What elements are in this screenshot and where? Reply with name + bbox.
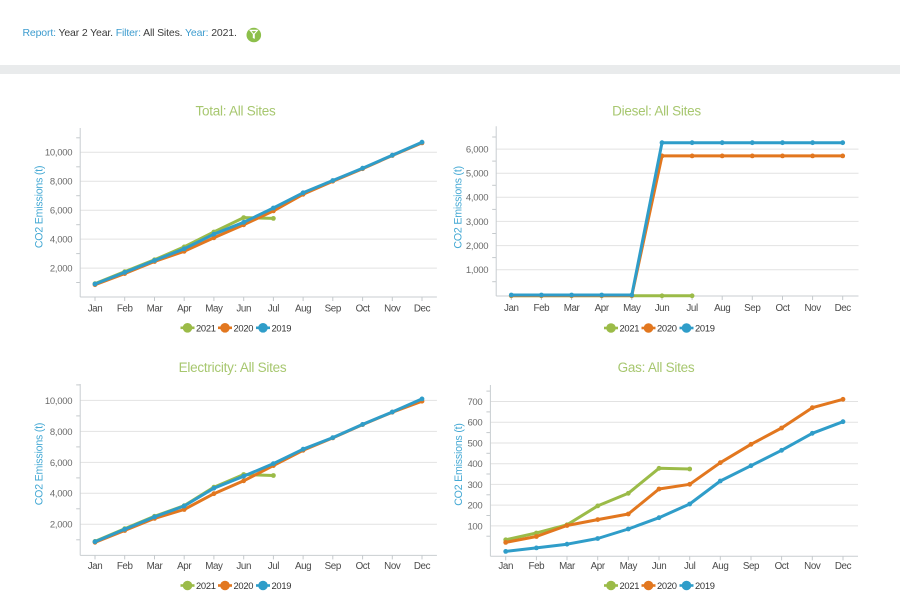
svg-text:Mar: Mar bbox=[564, 303, 581, 314]
svg-text:Jan: Jan bbox=[498, 561, 513, 572]
svg-text:2020: 2020 bbox=[657, 580, 677, 591]
svg-text:Nov: Nov bbox=[384, 561, 401, 572]
svg-text:Total: All Sites: Total: All Sites bbox=[195, 103, 276, 118]
svg-text:Apr: Apr bbox=[177, 304, 192, 315]
svg-text:3,000: 3,000 bbox=[466, 217, 488, 228]
svg-text:700: 700 bbox=[467, 397, 482, 408]
svg-text:2021: 2021 bbox=[620, 580, 640, 591]
svg-text:Jul: Jul bbox=[684, 561, 696, 572]
svg-text:5,000: 5,000 bbox=[466, 169, 488, 180]
svg-text:100: 100 bbox=[467, 521, 482, 532]
svg-text:2,000: 2,000 bbox=[466, 241, 488, 252]
svg-text:Jan: Jan bbox=[504, 303, 519, 314]
svg-text:500: 500 bbox=[467, 438, 482, 449]
svg-text:Sep: Sep bbox=[743, 561, 760, 572]
svg-text:2019: 2019 bbox=[695, 580, 715, 591]
svg-text:May: May bbox=[205, 304, 223, 315]
svg-text:Oct: Oct bbox=[775, 561, 790, 572]
svg-text:2020: 2020 bbox=[657, 323, 677, 334]
svg-text:Jul: Jul bbox=[268, 304, 280, 315]
svg-text:600: 600 bbox=[467, 418, 482, 429]
svg-text:May: May bbox=[623, 303, 641, 314]
svg-text:6,000: 6,000 bbox=[50, 206, 72, 217]
svg-text:10,000: 10,000 bbox=[45, 396, 72, 407]
svg-text:1,000: 1,000 bbox=[466, 265, 488, 276]
svg-text:4,000: 4,000 bbox=[50, 235, 72, 246]
svg-text:Jul: Jul bbox=[268, 561, 280, 572]
svg-text:Aug: Aug bbox=[712, 561, 728, 572]
svg-text:2019: 2019 bbox=[272, 580, 292, 591]
svg-text:Oct: Oct bbox=[356, 561, 371, 572]
svg-text:Mar: Mar bbox=[147, 561, 164, 572]
svg-text:Sep: Sep bbox=[325, 304, 342, 315]
svg-text:Aug: Aug bbox=[295, 304, 311, 315]
svg-text:CO2 Emissions (t): CO2 Emissions (t) bbox=[453, 423, 465, 506]
svg-text:Mar: Mar bbox=[147, 304, 164, 315]
svg-text:2,000: 2,000 bbox=[50, 520, 72, 531]
svg-text:Diesel: All Sites: Diesel: All Sites bbox=[612, 103, 701, 118]
svg-text:2019: 2019 bbox=[272, 322, 292, 333]
svg-text:Jun: Jun bbox=[236, 561, 251, 572]
svg-text:2019: 2019 bbox=[695, 323, 715, 334]
svg-text:Jan: Jan bbox=[88, 561, 103, 572]
svg-text:4,000: 4,000 bbox=[466, 193, 488, 204]
svg-text:6,000: 6,000 bbox=[466, 145, 488, 156]
svg-text:Jul: Jul bbox=[686, 303, 698, 314]
svg-text:Jun: Jun bbox=[652, 561, 667, 572]
svg-text:Apr: Apr bbox=[595, 303, 610, 314]
svg-text:8,000: 8,000 bbox=[50, 427, 72, 438]
svg-text:2021: 2021 bbox=[196, 322, 216, 333]
svg-text:Jun: Jun bbox=[236, 304, 251, 315]
svg-text:CO2 Emissions (t): CO2 Emissions (t) bbox=[33, 423, 45, 506]
svg-text:Feb: Feb bbox=[534, 303, 551, 314]
svg-text:Dec: Dec bbox=[414, 561, 431, 572]
svg-text:200: 200 bbox=[467, 501, 482, 512]
svg-text:Nov: Nov bbox=[384, 304, 401, 315]
svg-text:Gas: All Sites: Gas: All Sites bbox=[618, 360, 695, 375]
svg-text:400: 400 bbox=[467, 459, 482, 470]
svg-text:Nov: Nov bbox=[804, 561, 821, 572]
svg-text:Nov: Nov bbox=[804, 303, 821, 314]
svg-text:Sep: Sep bbox=[744, 303, 761, 314]
svg-text:Feb: Feb bbox=[117, 561, 134, 572]
svg-text:300: 300 bbox=[467, 480, 482, 491]
svg-text:10,000: 10,000 bbox=[45, 148, 72, 159]
svg-text:6,000: 6,000 bbox=[50, 458, 72, 469]
svg-text:Dec: Dec bbox=[835, 561, 852, 572]
svg-text:Apr: Apr bbox=[591, 561, 606, 572]
svg-text:Oct: Oct bbox=[356, 304, 371, 315]
svg-text:2021: 2021 bbox=[196, 580, 216, 591]
svg-text:8,000: 8,000 bbox=[50, 177, 72, 188]
svg-text:May: May bbox=[620, 561, 638, 572]
svg-text:Dec: Dec bbox=[414, 304, 431, 315]
svg-text:Jun: Jun bbox=[655, 303, 670, 314]
svg-text:2020: 2020 bbox=[234, 580, 254, 591]
svg-text:Apr: Apr bbox=[177, 561, 192, 572]
svg-text:Mar: Mar bbox=[559, 561, 576, 572]
svg-text:4,000: 4,000 bbox=[50, 489, 72, 500]
svg-text:Dec: Dec bbox=[835, 303, 852, 314]
svg-text:Sep: Sep bbox=[325, 561, 342, 572]
svg-text:Jan: Jan bbox=[88, 304, 103, 315]
svg-text:2021: 2021 bbox=[620, 323, 640, 334]
svg-text:CO2 Emissions (t): CO2 Emissions (t) bbox=[33, 166, 45, 249]
svg-text:2,000: 2,000 bbox=[50, 264, 72, 275]
svg-text:Feb: Feb bbox=[117, 304, 134, 315]
svg-text:Aug: Aug bbox=[295, 561, 311, 572]
svg-text:2020: 2020 bbox=[234, 322, 254, 333]
svg-text:Aug: Aug bbox=[714, 303, 730, 314]
svg-text:Feb: Feb bbox=[529, 561, 546, 572]
svg-text:May: May bbox=[205, 561, 223, 572]
svg-text:CO2 Emissions (t): CO2 Emissions (t) bbox=[453, 166, 465, 249]
svg-text:Electricity: All Sites: Electricity: All Sites bbox=[179, 360, 287, 375]
svg-text:Oct: Oct bbox=[775, 303, 790, 314]
